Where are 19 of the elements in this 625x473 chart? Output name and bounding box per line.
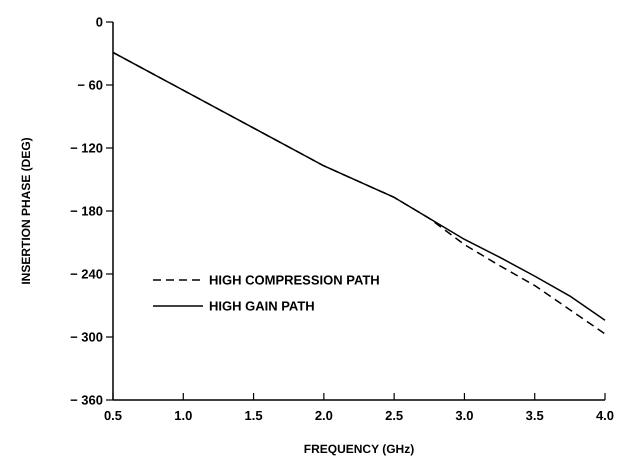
x-tick-label: 1.5	[244, 408, 263, 423]
x-tick-label: 2.5	[385, 408, 404, 423]
x-tick-label: 3.5	[526, 408, 544, 423]
x-tick-label: 3.0	[455, 408, 474, 423]
x-tick-label: 1.0	[174, 408, 192, 423]
y-tick-label: − 240	[70, 266, 103, 282]
legend-label: HIGH COMPRESSION PATH	[209, 272, 380, 288]
y-tick-label: − 180	[70, 204, 103, 219]
y-tick-label: 0	[96, 14, 103, 30]
y-tick-label: − 300	[70, 330, 103, 345]
legend-label: HIGH GAIN PATH	[209, 298, 315, 314]
y-axis-title: INSERTION PHASE (DEG)	[19, 137, 33, 285]
x-tick-label: 4.0	[596, 408, 614, 423]
y-tick-label: − 60	[77, 78, 103, 93]
y-tick-label: − 360	[70, 392, 103, 408]
y-tick-label: − 120	[70, 140, 103, 156]
x-tick-label: 2.0	[314, 408, 333, 423]
x-axis-title: FREQUENCY (GHz)	[304, 442, 414, 456]
x-tick-label: 0.5	[104, 408, 122, 423]
